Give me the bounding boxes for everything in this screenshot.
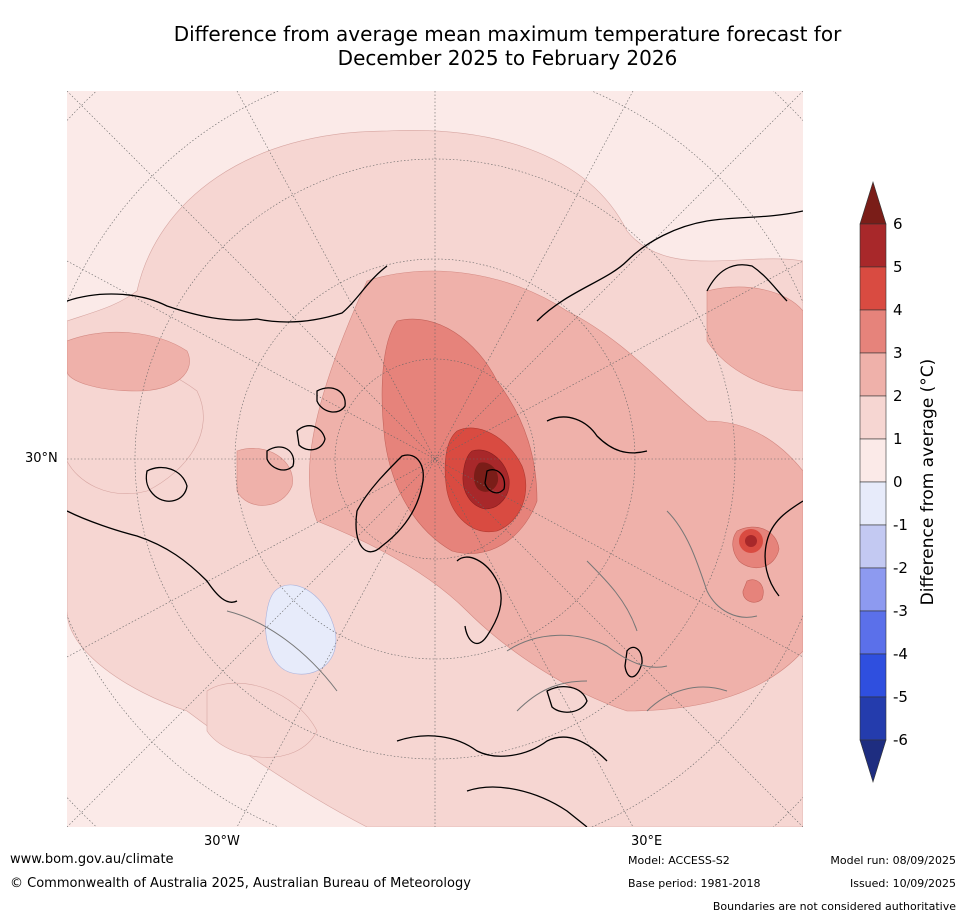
colorbar-extend-top — [859, 180, 887, 225]
coastlines — [67, 210, 803, 827]
copyright-text: © Commonwealth of Australia 2025, Austra… — [10, 876, 471, 891]
colorbar-tick-label: -1 — [893, 516, 908, 534]
colorbar-level — [859, 395, 887, 440]
colorbar-tick-label: -5 — [893, 688, 908, 706]
colorbar-tick-label: 0 — [893, 473, 903, 491]
colorbar-tick-label: 6 — [893, 215, 903, 233]
issued-text: Issued: 10/09/2025 — [849, 877, 956, 890]
lat-label-30n: 30°N — [25, 451, 58, 466]
colorbar-level — [859, 309, 887, 354]
graticule — [67, 91, 803, 827]
website-link[interactable]: www.bom.gov.au/climate — [10, 852, 174, 867]
chart-title: Difference from average mean maximum tem… — [60, 22, 955, 70]
base-period-text: Base period: 1981-2018 — [628, 877, 761, 890]
colorbar-level — [859, 696, 887, 741]
colorbar-level — [859, 352, 887, 397]
colorbar-tick-label: -4 — [893, 645, 908, 663]
colorbar-level — [859, 524, 887, 569]
colorbar-title: Difference from average (°C) — [918, 358, 938, 606]
colorbar-tick-label: 1 — [893, 430, 903, 448]
colorbar-tick-label: -3 — [893, 602, 908, 620]
colorbar-level — [859, 266, 887, 311]
model-text: Model: ACCESS-S2 — [628, 854, 730, 867]
below-average-patch — [265, 584, 337, 675]
colorbar-level — [859, 567, 887, 612]
colorbar-level — [859, 610, 887, 655]
colorbar-tick-label: 3 — [893, 344, 903, 362]
title-line-2: December 2025 to February 2026 — [337, 46, 678, 70]
colorbar-tick-label: -2 — [893, 559, 908, 577]
lon-label-30w: 30°W — [204, 834, 240, 849]
east-asia-hotspot — [739, 529, 763, 553]
country-boundaries — [226, 510, 758, 712]
title-line-1: Difference from average mean maximum tem… — [173, 22, 842, 46]
colorbar-tick-label: 2 — [893, 387, 903, 405]
disclaimer-text: Boundaries are not considered authoritat… — [712, 900, 956, 913]
colorbar-tick-label: 4 — [893, 301, 903, 319]
anomaly-map — [67, 91, 803, 827]
model-run-text: Model run: 08/09/2025 — [830, 854, 956, 867]
colorbar-level — [859, 481, 887, 526]
colorbar-level — [859, 223, 887, 268]
colorbar-level — [859, 438, 887, 483]
colorbar-level — [859, 653, 887, 698]
colorbar-extend-bottom — [859, 739, 887, 784]
colorbar-tick-label: 5 — [893, 258, 903, 276]
colorbar-tick-label: -6 — [893, 731, 908, 749]
lon-label-30e: 30°E — [631, 834, 663, 849]
